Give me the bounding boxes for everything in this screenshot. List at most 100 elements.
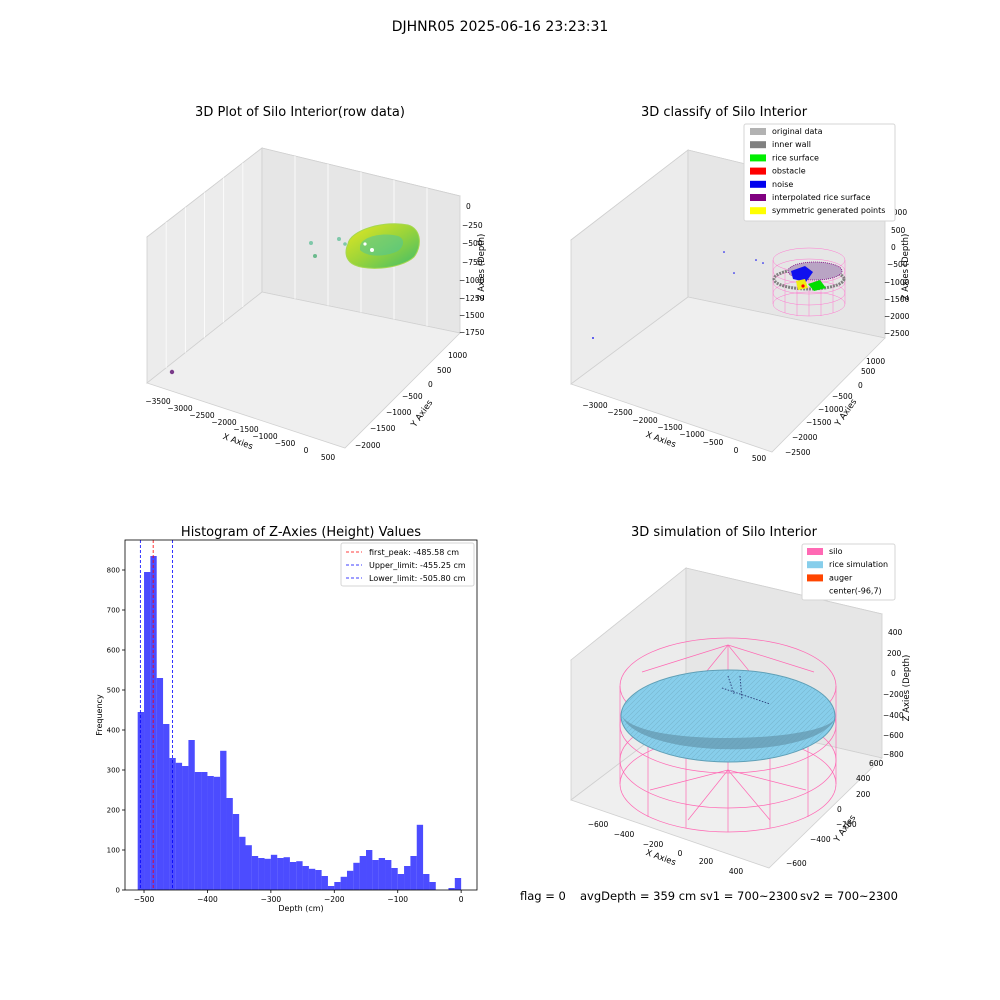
simulation-z-tick: 0 [891,669,896,678]
simulation-legend-items: silo rice simulation auger center(-96,7) [807,547,888,596]
raw-y-tick: 500 [437,366,452,375]
raw-z-tick: −1750 [459,328,485,337]
raw-x-tick: −3000 [167,404,193,413]
histogram-y-tick-label: 500 [107,687,120,695]
histogram-legend: first_peak: -485.58 cm Upper_limit: -455.… [340,542,475,587]
legend-label: noise [772,180,793,189]
raw-y-tick: −1500 [370,424,396,433]
histogram-y-tick-label: 800 [107,567,120,575]
histogram-legend-label: Upper_limit: -455.25 cm [369,561,466,570]
raw-y-ticks: −2000 −1500 −1000 −500 0 500 1000 [355,351,467,450]
simulation-legend-frame [801,543,896,601]
histogram-x-tick-label: −300 [261,895,282,904]
histogram-bars [137,556,462,890]
histogram-bar [188,740,195,890]
histogram-bar [169,758,176,890]
histogram-x-tick-label: −200 [324,895,345,904]
legend-label: symmetric generated points [772,206,885,215]
classify-z-tick: −500 [887,260,908,269]
simulation-z-tick: 400 [888,628,903,637]
figure-suptitle: DJHNR05 2025-06-16 23:23:31 [392,19,609,35]
simulation-x-ticks: −600 −400 −200 0 200 400 [588,820,744,876]
histogram-bar [359,856,367,890]
classify-x-ticks: −3000 −2500 −2000 −1500 −1000 −500 0 500 [582,401,766,463]
raw-axes-box [146,147,461,449]
raw-gridlines [165,156,428,368]
classify-rice-surface [808,280,826,291]
histogram-bar [289,862,297,890]
histogram-bar [194,772,202,890]
simulation-y-tick: 200 [856,790,871,799]
raw-point [363,242,367,246]
simulation-y-tick: 400 [856,774,871,783]
raw-ylabel: Y Axies [409,398,436,430]
histogram-bar [334,882,341,890]
raw-title: 3D Plot of Silo Interior(row data) [195,105,405,120]
histogram-bar [391,868,398,890]
classify-z-tick: −1000 [884,278,910,287]
simulation-z-tick: −200 [883,690,904,699]
simulation-z-tick: −800 [883,750,904,759]
raw-z-tick: −500 [462,239,483,248]
histogram-bar [220,750,227,890]
raw-y-tick: 1000 [448,351,467,360]
simulation-y-tick: −600 [786,859,807,868]
legend-swatch [807,587,823,595]
histogram-bar [264,858,271,890]
histogram-bar [156,678,164,890]
simulation-auger [721,675,771,705]
classify-z-tick: 1000 [888,208,907,217]
simulation-x-tick: 400 [729,867,744,876]
histogram-xlabel: Depth (cm) [278,904,323,913]
histogram-bar [270,854,278,890]
histogram-legend-label: first_peak: -485.58 cm [369,548,459,557]
classify-legend-frame [743,123,896,222]
simulation-x-tick: −400 [614,830,635,839]
histogram-y-tick-label: 0 [116,887,120,895]
classify-noise-point [762,262,764,264]
histogram-bar [346,870,354,890]
raw-y-tick: 0 [428,380,433,389]
histogram-bar [245,845,252,890]
classify-xlabel: X Axies [644,430,677,450]
simulation-data-points [619,637,837,833]
panel-simulation-3d: 3D simulation of Silo Interior [570,525,912,876]
classify-x-tick: 500 [752,454,767,463]
legend-label: auger [829,573,853,582]
histogram-bar [213,776,221,890]
histogram-bar [283,857,290,890]
histogram-y-tick-label: 100 [107,847,120,855]
histogram-legend-items: first_peak: -485.58 cm Upper_limit: -455.… [346,548,466,583]
histogram-y-ticks: 0 100 200 300 400 500 600 700 800 [107,567,125,895]
legend-label: original data [772,127,823,136]
histogram-bar [308,868,316,890]
raw-x-tick: −1000 [252,432,278,441]
legend-label: rice simulation [829,560,888,569]
classify-noise-cluster [791,266,813,282]
raw-y-tick: −1000 [386,408,412,417]
histogram-bar [201,772,208,890]
simulation-x-tick: 0 [678,849,683,858]
classify-z-tick: −1500 [884,295,910,304]
classify-x-tick: −500 [703,438,724,447]
raw-z-ticks: 0 −250 −500 −750 −1000 −1250 −1500 −1750 [459,202,485,337]
histogram-y-tick-label: 300 [107,767,120,775]
classify-title: 3D classify of Silo Interior [641,105,808,120]
classify-x-tick: −2000 [632,416,658,425]
histogram-bar [277,858,284,890]
histogram-bar [144,572,151,890]
classify-y-tick: 0 [858,381,863,390]
histogram-bar [385,860,392,890]
histogram-bar [137,712,145,890]
raw-z-tick: −1250 [459,294,485,303]
classify-y-tick: 500 [861,367,876,376]
raw-z-tick: −250 [462,221,483,230]
classify-y-tick: −1500 [806,418,832,427]
raw-z-tick: −1000 [459,276,485,285]
simulation-z-tick: −400 [883,711,904,720]
histogram-x-tick-label: −400 [197,895,218,904]
legend-swatch [750,207,766,215]
raw-point [370,248,374,252]
classify-y-tick: −500 [832,392,853,401]
histogram-bar [340,876,347,890]
